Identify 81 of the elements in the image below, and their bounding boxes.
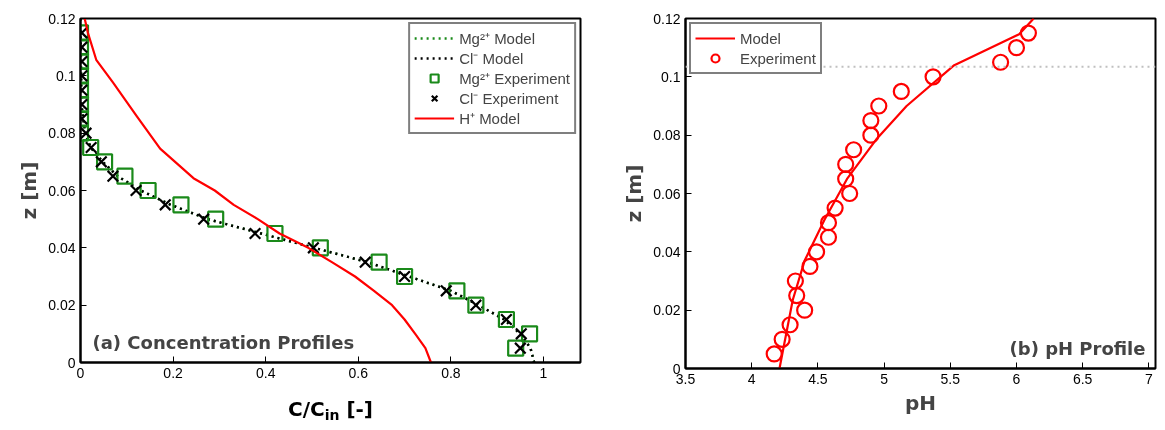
y-tick-label: 0.04 [48, 239, 76, 256]
point [788, 287, 806, 305]
point [870, 97, 888, 115]
point [520, 325, 539, 343]
x-tick-label: 6 [1012, 370, 1021, 387]
point [924, 68, 942, 86]
point [248, 227, 262, 240]
x-tick-label: 5.5 [940, 370, 961, 387]
point [370, 253, 388, 271]
x-tick-label: 0.6 [348, 364, 369, 381]
point [992, 53, 1010, 71]
y-tick-label: 0.1 [56, 67, 76, 84]
point [801, 257, 819, 275]
x-tick-label: 0.2 [163, 364, 184, 381]
point [773, 330, 791, 348]
y-tick-label: 0.1 [661, 68, 681, 85]
point [514, 327, 528, 341]
point [172, 196, 190, 214]
x-tick-label: 4 [747, 370, 756, 387]
y-tick-label: 0.12 [653, 10, 681, 27]
y-tick-label: 0.12 [48, 10, 76, 27]
point [1007, 39, 1026, 57]
point [837, 170, 855, 188]
point [448, 282, 466, 300]
x-tick-label: 1 [539, 364, 548, 381]
legend-label: Cl⁻ Model [459, 49, 524, 68]
legend-label: Mg²⁺ Experiment [459, 69, 570, 88]
point [796, 301, 814, 319]
point [826, 199, 844, 217]
point [507, 339, 525, 357]
legend-label: Model [740, 29, 781, 47]
point [819, 214, 838, 232]
point [158, 198, 172, 212]
point [862, 126, 880, 144]
point [95, 153, 114, 171]
point [781, 316, 799, 334]
legend-label: Mg²⁺ Model [459, 29, 535, 48]
point [807, 243, 826, 261]
legend-label: Cl⁻ Experiment [459, 89, 559, 108]
point [1019, 24, 1037, 42]
y-tick-label: 0.06 [48, 182, 76, 199]
y-tick-label: 0.02 [48, 297, 76, 314]
point [129, 184, 143, 197]
annotation: (b) pH Profile [1009, 337, 1146, 359]
point [197, 212, 211, 226]
point [845, 141, 863, 159]
x-tick-label: 5 [880, 370, 889, 387]
point [892, 82, 910, 100]
y-tick-label: 0.04 [653, 243, 681, 260]
point [862, 112, 880, 130]
y-tick-label: 0.02 [653, 302, 681, 319]
x-tick-label: 6.5 [1072, 370, 1093, 387]
y-axis-title: z [m] [17, 161, 42, 220]
point [513, 341, 527, 355]
legend-label: Experiment [740, 49, 816, 67]
point [106, 169, 120, 183]
point [306, 241, 320, 255]
point [116, 167, 134, 185]
x-tick-label: 0.8 [441, 364, 461, 381]
x-tick-label: 7 [1144, 370, 1153, 387]
point [311, 239, 329, 257]
point [837, 155, 855, 173]
point [358, 255, 372, 269]
point [139, 181, 157, 200]
point [207, 210, 225, 228]
x-axis-title: pH [904, 390, 937, 415]
point [765, 345, 783, 363]
point [786, 272, 804, 290]
point [439, 284, 453, 298]
point [94, 155, 108, 169]
y-tick-label: 0.06 [653, 185, 681, 202]
x-tick-label: 4.5 [808, 370, 828, 387]
point [266, 224, 284, 243]
y-tick-label: 0.08 [653, 127, 681, 144]
x-tick-label: 0.4 [255, 364, 276, 381]
y-tick-label: 0.08 [48, 125, 76, 142]
y-axis-title: z [m] [622, 164, 647, 223]
annotation: (a) Concentration Profiles [92, 331, 355, 353]
point [841, 184, 859, 203]
point [819, 228, 838, 246]
legend-label: H⁺ Model [459, 109, 520, 128]
